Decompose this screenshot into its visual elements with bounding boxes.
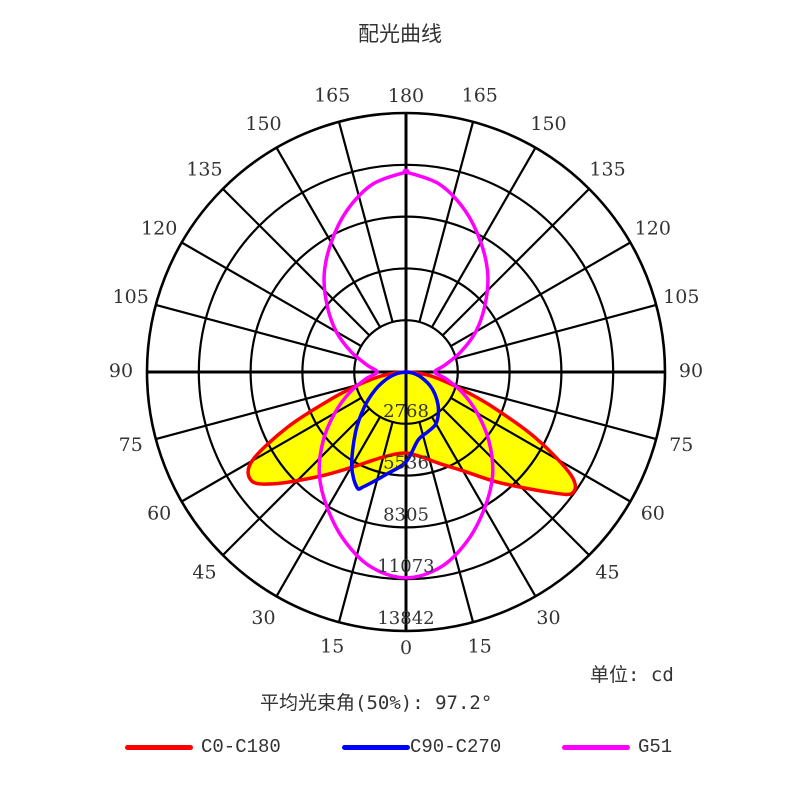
grid-spoke <box>455 384 657 441</box>
axis-tick-label: 15 <box>320 635 344 657</box>
ring-value-label: 8305 <box>383 504 429 525</box>
legend-label: C90-C270 <box>410 736 502 758</box>
grid-spoke <box>450 241 631 348</box>
legend-item-c90-c270: C90-C270 <box>342 732 501 762</box>
legend-swatch-blue <box>342 744 410 750</box>
axis-tick-label: 60 <box>147 503 171 525</box>
axis-tick-label: 180 <box>388 85 424 107</box>
curve-g51 <box>317 168 495 580</box>
grid-spoke <box>222 188 371 337</box>
legend: C0-C180 C90-C270 G51 <box>0 732 800 762</box>
curve-c0-c180 <box>246 370 578 497</box>
axis-tick-label: 30 <box>536 607 560 629</box>
legend-item-c0-c180: C0-C180 <box>125 732 281 762</box>
grid-spoke <box>155 303 357 360</box>
grid-spoke <box>181 396 362 503</box>
curve-lines <box>246 168 578 580</box>
axis-tick-label: 30 <box>251 607 275 629</box>
grid-spoke <box>418 121 475 323</box>
axis-tick-label: 150 <box>530 113 566 135</box>
grid-spoke <box>337 121 394 323</box>
axis-tick-label: 120 <box>141 218 177 240</box>
grid-spoke <box>181 241 362 348</box>
ring-value-label: 5536 <box>383 453 429 474</box>
axis-tick-label: 75 <box>119 434 143 456</box>
legend-swatch-red <box>125 744 193 750</box>
grid-spoke <box>450 396 631 503</box>
ring-value-label: 2768 <box>383 401 429 422</box>
ring-value-label: 11073 <box>377 556 434 577</box>
grid-spoke <box>455 303 657 360</box>
axis-tick-label: 120 <box>635 218 671 240</box>
unit-label: 单位: cd <box>590 664 674 686</box>
legend-label: G51 <box>638 736 673 758</box>
axis-tick-label: 90 <box>109 360 133 382</box>
axis-tick-label: 75 <box>669 434 693 456</box>
legend-item-g51: G51 <box>562 732 672 762</box>
legend-swatch-magenta <box>562 744 630 750</box>
axis-tick-label: 150 <box>245 113 281 135</box>
axis-tick-label: 135 <box>186 158 222 180</box>
axis-tick-label: 90 <box>679 360 703 382</box>
axis-tick-label: 60 <box>641 503 665 525</box>
axis-tick-label: 165 <box>314 85 350 107</box>
axis-tick-label: 105 <box>663 286 699 308</box>
grid-spoke <box>441 407 590 556</box>
axis-tick-label: 0 <box>400 637 412 659</box>
curve-c90-c270 <box>349 370 441 491</box>
grid-spoke <box>275 147 382 328</box>
axis-tick-label: 135 <box>589 158 625 180</box>
grid-spoke <box>430 147 537 328</box>
axis-tick-label: 45 <box>192 562 216 584</box>
legend-label: C0-C180 <box>201 736 281 758</box>
axis-tick-label: 105 <box>113 286 149 308</box>
ring-value-label: 13842 <box>377 608 434 629</box>
grid-spoke <box>441 188 590 337</box>
grid-spoke <box>155 384 357 441</box>
grid-spoke <box>418 421 475 623</box>
axis-tick-label: 15 <box>468 635 492 657</box>
axis-tick-label: 45 <box>595 562 619 584</box>
chart-title: 配光曲线 <box>358 22 442 46</box>
axis-labels: 0 15 30 45 60 75 90 105 120 135 150 165 180 15 30 45 60 7… <box>109 85 703 659</box>
beam-angle-label: 平均光束角(50%): 97.2° <box>260 692 493 714</box>
axis-tick-label: 165 <box>462 85 498 107</box>
